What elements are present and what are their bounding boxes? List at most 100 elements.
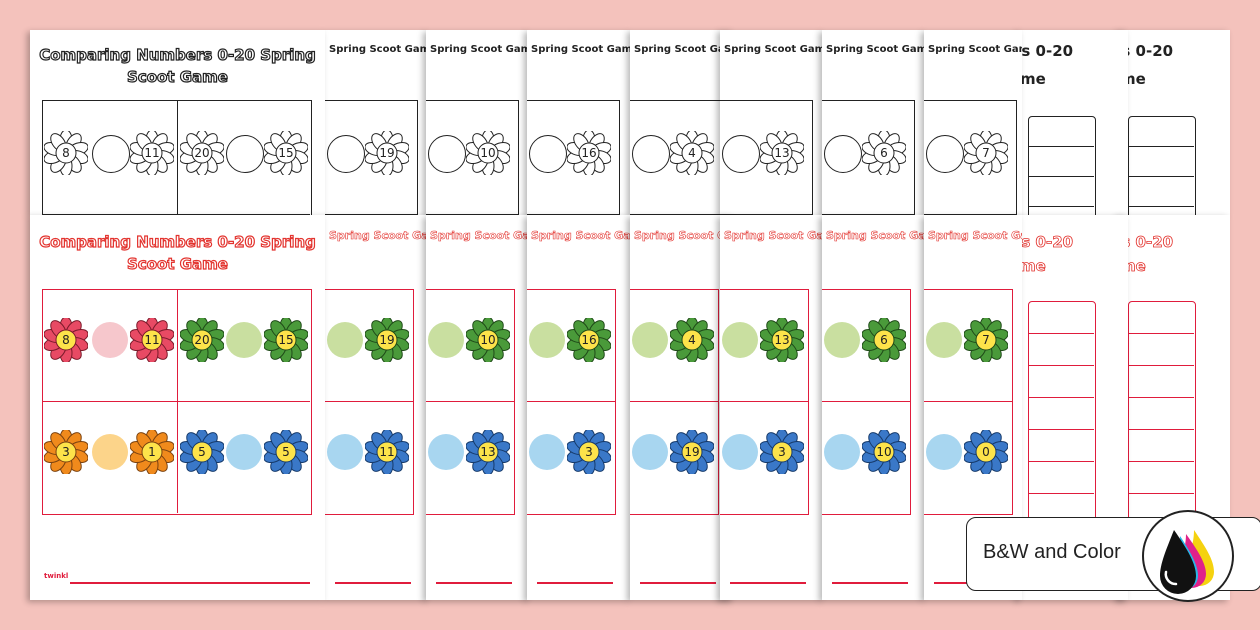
flower-number: 5 bbox=[198, 445, 206, 459]
answer-circle[interactable] bbox=[824, 135, 862, 173]
score-table bbox=[1028, 116, 1096, 215]
answer-circle[interactable] bbox=[226, 322, 262, 358]
flower-icon: 15 bbox=[264, 131, 308, 175]
bw-sheet-5: Spring Scoot Game 4 bbox=[630, 30, 734, 215]
flower-number: 11 bbox=[379, 445, 395, 459]
answer-circle[interactable] bbox=[92, 322, 128, 358]
flower-number: 4 bbox=[688, 333, 696, 347]
sheet-title: Spring Scoot Game bbox=[430, 229, 530, 243]
answer-circle[interactable] bbox=[92, 135, 130, 173]
sheet-title: Spring Scoot Game bbox=[724, 229, 824, 243]
answer-circle[interactable] bbox=[722, 135, 760, 173]
card-grid bbox=[527, 100, 620, 215]
flower-icon: 13 bbox=[760, 131, 804, 175]
fragment-title: rs 0-20 bbox=[1018, 42, 1074, 60]
sheet-title: Spring Scoot Game bbox=[928, 229, 1022, 243]
flower-number: 16 bbox=[581, 333, 597, 347]
sheet-title: Spring Scoot Game bbox=[329, 44, 429, 55]
flower-number: 19 bbox=[379, 146, 395, 160]
flower-number: 3 bbox=[62, 445, 70, 459]
answer-circle[interactable] bbox=[428, 322, 464, 358]
card-grid bbox=[426, 100, 519, 215]
sheet-title: Spring Scoot Game bbox=[531, 44, 631, 55]
answer-circle[interactable] bbox=[226, 434, 262, 470]
answer-circle[interactable] bbox=[92, 434, 128, 470]
answer-circle[interactable] bbox=[327, 434, 363, 470]
answer-circle[interactable] bbox=[529, 135, 567, 173]
flower-number: 13 bbox=[480, 445, 496, 459]
answer-circle[interactable] bbox=[632, 434, 668, 470]
flower-number: 8 bbox=[62, 333, 70, 347]
sheet-title: Spring Scoot Game bbox=[826, 229, 926, 243]
sheet-title: Spring Scoot Game bbox=[826, 44, 926, 55]
answer-circle[interactable] bbox=[824, 322, 860, 358]
fragment-title: rs 0-20 bbox=[1118, 42, 1174, 60]
flower-icon: 11 bbox=[130, 131, 174, 175]
col-sheet-5: Spring Scoot Game 4 19 bbox=[630, 215, 734, 600]
answer-circle[interactable] bbox=[722, 322, 758, 358]
bw-sheet-7: Spring Scoot Game 6 bbox=[822, 30, 926, 215]
flower-icon: 16 bbox=[567, 318, 611, 362]
col-main-sheet: Comparing Numbers 0-20 Spring Scoot Game… bbox=[30, 215, 325, 600]
flower-icon: 6 bbox=[862, 318, 906, 362]
card-grid bbox=[822, 289, 911, 515]
bw-sheet-2: Spring Scoot Game 19 bbox=[325, 30, 429, 215]
answer-circle[interactable] bbox=[824, 434, 860, 470]
flower-icon: 4 bbox=[670, 131, 714, 175]
flower-icon: 20 bbox=[180, 131, 224, 175]
flower-icon: 20 bbox=[180, 318, 224, 362]
answer-circle[interactable] bbox=[632, 135, 670, 173]
flower-icon: 5 bbox=[264, 430, 308, 474]
flower-number: 0 bbox=[982, 445, 990, 459]
flower-icon: 10 bbox=[466, 318, 510, 362]
answer-circle[interactable] bbox=[327, 322, 363, 358]
sheet-title: Comparing Numbers 0-20 Spring Scoot Game bbox=[39, 232, 317, 273]
flower-icon: 6 bbox=[862, 131, 906, 175]
fragment-title: me bbox=[1020, 257, 1047, 276]
flower-number: 10 bbox=[480, 333, 496, 347]
flower-icon: 10 bbox=[862, 430, 906, 474]
flower-number: 15 bbox=[278, 333, 294, 347]
flower-icon: 8 bbox=[44, 131, 88, 175]
answer-circle[interactable] bbox=[226, 135, 264, 173]
flower-number: 11 bbox=[144, 146, 160, 160]
answer-circle[interactable] bbox=[632, 322, 668, 358]
flower-number: 1 bbox=[148, 445, 156, 459]
ink-drops-icon bbox=[1142, 510, 1234, 602]
flower-number: 19 bbox=[684, 445, 700, 459]
flower-icon: 11 bbox=[130, 318, 174, 362]
fragment-title: rs 0-20 bbox=[1018, 233, 1074, 252]
answer-circle[interactable] bbox=[722, 434, 758, 470]
flower-icon: 3 bbox=[44, 430, 88, 474]
answer-circle[interactable] bbox=[529, 434, 565, 470]
twinkl-logo-icon: twinkl bbox=[44, 572, 69, 580]
flower-icon: 8 bbox=[44, 318, 88, 362]
sheet-title: Spring Scoot Game bbox=[329, 229, 429, 243]
answer-circle[interactable] bbox=[529, 322, 565, 358]
card-grid bbox=[822, 100, 915, 215]
answer-circle[interactable] bbox=[926, 434, 962, 470]
col-sheet-4: Spring Scoot Game 16 3 bbox=[527, 215, 631, 600]
answer-circle[interactable] bbox=[428, 434, 464, 470]
flower-number: 13 bbox=[774, 146, 790, 160]
flower-number: 20 bbox=[194, 333, 210, 347]
bw-main-sheet: Comparing Numbers 0-20 Spring Scoot Game… bbox=[30, 30, 325, 215]
answer-circle[interactable] bbox=[327, 135, 365, 173]
flower-icon: 3 bbox=[567, 430, 611, 474]
answer-circle[interactable] bbox=[428, 135, 466, 173]
flower-icon: 3 bbox=[760, 430, 804, 474]
sheet-title: Comparing Numbers 0-20 Spring Scoot Game bbox=[39, 45, 317, 86]
flower-number: 19 bbox=[379, 333, 395, 347]
bw-sheet-6: Spring Scoot Game 13 bbox=[720, 30, 824, 215]
card-grid bbox=[720, 289, 809, 515]
sheet-title: Spring Scoot Game bbox=[724, 44, 824, 55]
flower-icon: 7 bbox=[964, 318, 1008, 362]
card-grid bbox=[527, 289, 616, 515]
flower-icon: 7 bbox=[964, 131, 1008, 175]
answer-circle[interactable] bbox=[926, 135, 964, 173]
flower-number: 10 bbox=[480, 146, 496, 160]
answer-circle[interactable] bbox=[926, 322, 962, 358]
card-grid bbox=[924, 289, 1013, 515]
flower-number: 11 bbox=[144, 333, 160, 347]
flower-number: 15 bbox=[278, 146, 294, 160]
